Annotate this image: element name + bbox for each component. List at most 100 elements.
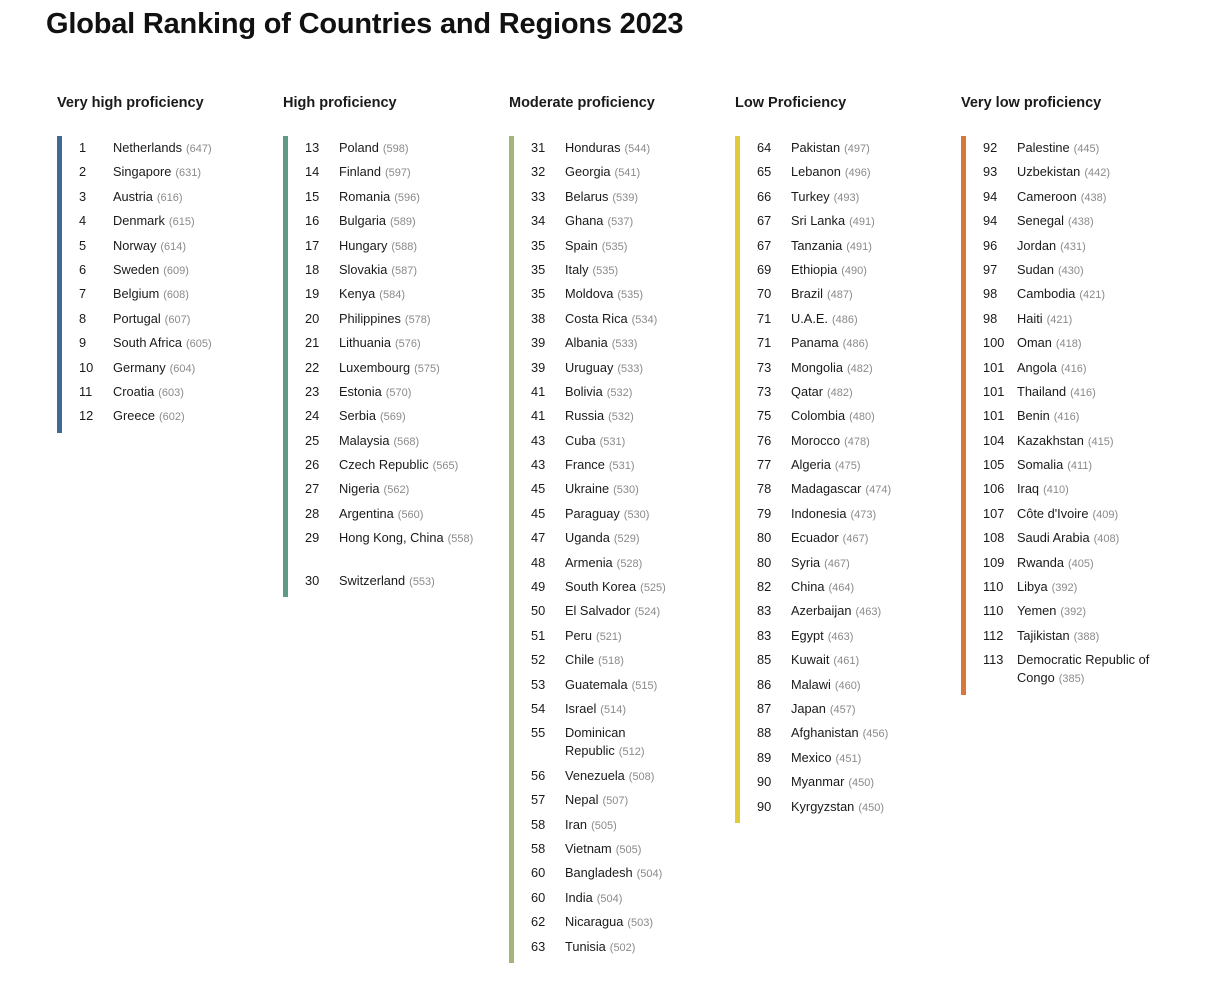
ranking-row: 106 Iraq (410) [966, 479, 1187, 503]
country-name: Pakistan [791, 140, 841, 155]
rank-number: 49 [531, 579, 546, 595]
country-cell: Angola (416) [1017, 359, 1152, 378]
country-cell: Hong Kong, China (558) [339, 529, 474, 548]
rank-number: 110 [983, 579, 1004, 595]
country-name: Angola [1017, 359, 1057, 375]
country-name: Israel [565, 700, 597, 716]
rank-number: 3 [79, 188, 87, 204]
ranking-row: 6 Sweden (609) [62, 260, 283, 284]
country-name: U.A.E. [791, 310, 828, 326]
country-name: Colombia [791, 408, 846, 424]
country-cell: Morocco (478) [791, 432, 926, 451]
proficiency-score: (482) [846, 362, 873, 375]
country-cell: Uruguay (533) [565, 359, 700, 378]
rank-number: 2 [79, 164, 87, 180]
proficiency-score: (416) [1060, 362, 1087, 375]
country-name: Ethiopia [791, 261, 838, 277]
proficiency-score: (560) [397, 508, 424, 521]
proficiency-score: (528) [616, 557, 643, 570]
proficiency-score: (450) [858, 801, 884, 814]
proficiency-score: (535) [601, 240, 628, 253]
rank-number: 109 [983, 554, 1005, 570]
country-name: Hungary [339, 237, 388, 253]
proficiency-score: (541) [614, 167, 641, 180]
country-name: Estonia [339, 383, 382, 399]
rank-number: 94 [983, 188, 998, 204]
country-cell: Malawi (460) [791, 676, 926, 695]
ranking-row: 76 Morocco (478) [740, 431, 961, 455]
country-cell: Iraq (410) [1017, 480, 1152, 499]
country-name: Nicaragua [565, 914, 624, 930]
proficiency-score: (491) [849, 216, 875, 229]
ranking-row: 80 Syria (467) [740, 553, 961, 577]
proficiency-score: (609) [163, 264, 189, 277]
ranking-row: 45 Ukraine (530) [514, 479, 735, 503]
ranking-row: 27 Nigeria (562) [288, 479, 509, 503]
country-name: Costa Rica [565, 310, 628, 326]
proficiency-score: (539) [612, 191, 639, 204]
country-cell: Tajikistan (388) [1017, 627, 1152, 646]
rank-number: 58 [531, 816, 546, 832]
country-name: Czech Republic [339, 457, 429, 473]
country-name: Slovakia [339, 261, 388, 277]
proficiency-score: (451) [835, 752, 862, 765]
country-cell: Greece (602) [113, 407, 248, 426]
rank-number: 71 [757, 335, 772, 351]
rank-number: 38 [531, 310, 546, 326]
proficiency-score: (505) [615, 843, 642, 856]
ranking-row: 107 Côte d'Ivoire (409) [966, 504, 1187, 528]
proficiency-score: (416) [1070, 386, 1096, 399]
country-name: Croatia [113, 383, 155, 399]
rank-number: 90 [757, 774, 772, 790]
rank-number: 67 [757, 237, 772, 253]
rank-number: 62 [531, 914, 546, 930]
ranking-row: 108 Saudi Arabia (408) [966, 528, 1187, 552]
proficiency-score: (570) [385, 386, 412, 399]
proficiency-score: (486) [842, 338, 869, 351]
proficiency-score: (421) [1079, 289, 1106, 302]
ranking-row: 8 Portugal (607) [62, 309, 283, 333]
country-cell: Somalia (411) [1017, 456, 1152, 475]
country-cell: Kazakhstan (415) [1017, 432, 1152, 451]
rank-number: 113 [983, 652, 1004, 668]
country-name: Nigeria [339, 481, 380, 497]
ranking-row: 3 Austria (616) [62, 187, 283, 211]
country-cell: Colombia (480) [791, 407, 926, 426]
proficiency-score: (535) [617, 289, 644, 302]
country-cell: Côte d'Ivoire (409) [1017, 505, 1152, 524]
proficiency-score: (438) [1080, 191, 1107, 204]
country-name: Brazil [791, 286, 823, 302]
rank-number: 98 [983, 286, 998, 302]
ranking-row: 1 Netherlands (647) [62, 138, 283, 162]
proficiency-score: (508) [628, 770, 655, 783]
country-name: Armenia [565, 554, 613, 570]
proficiency-score: (461) [833, 655, 860, 668]
proficiency-score: (515) [631, 679, 658, 692]
proficiency-score: (408) [1093, 533, 1120, 546]
rank-number: 53 [531, 676, 546, 692]
ranking-row: 4 Denmark (615) [62, 211, 283, 235]
country-name: Bangladesh [565, 865, 633, 881]
country-cell: Spain (535) [565, 237, 700, 256]
proficiency-score: (473) [850, 508, 877, 521]
country-cell: Finland (597) [339, 163, 474, 182]
country-cell: Brazil (487) [791, 285, 926, 304]
country-name: Kazakhstan [1017, 432, 1084, 448]
rank-number: 87 [757, 700, 772, 716]
rank-number: 101 [983, 359, 1005, 375]
ranking-row: 5 Norway (614) [62, 236, 283, 260]
rank-number: 93 [983, 164, 998, 180]
ranking-row: 38 Costa Rica (534) [514, 309, 735, 333]
country-name: Greece [113, 408, 155, 424]
ranking-row: 23 Estonia (570) [288, 382, 509, 406]
country-cell: Tanzania (491) [791, 237, 926, 256]
ranking-row: 98 Haiti (421) [966, 309, 1187, 333]
rank-number: 50 [531, 603, 546, 619]
country-cell: Singapore (631) [113, 163, 248, 182]
ranking-row: 73 Qatar (482) [740, 382, 961, 406]
proficiency-score: (385) [1058, 673, 1085, 686]
rank-number: 24 [305, 408, 320, 424]
proficiency-score: (558) [447, 533, 474, 546]
country-name: Bulgaria [339, 213, 386, 229]
proficiency-score: (578) [404, 313, 431, 326]
